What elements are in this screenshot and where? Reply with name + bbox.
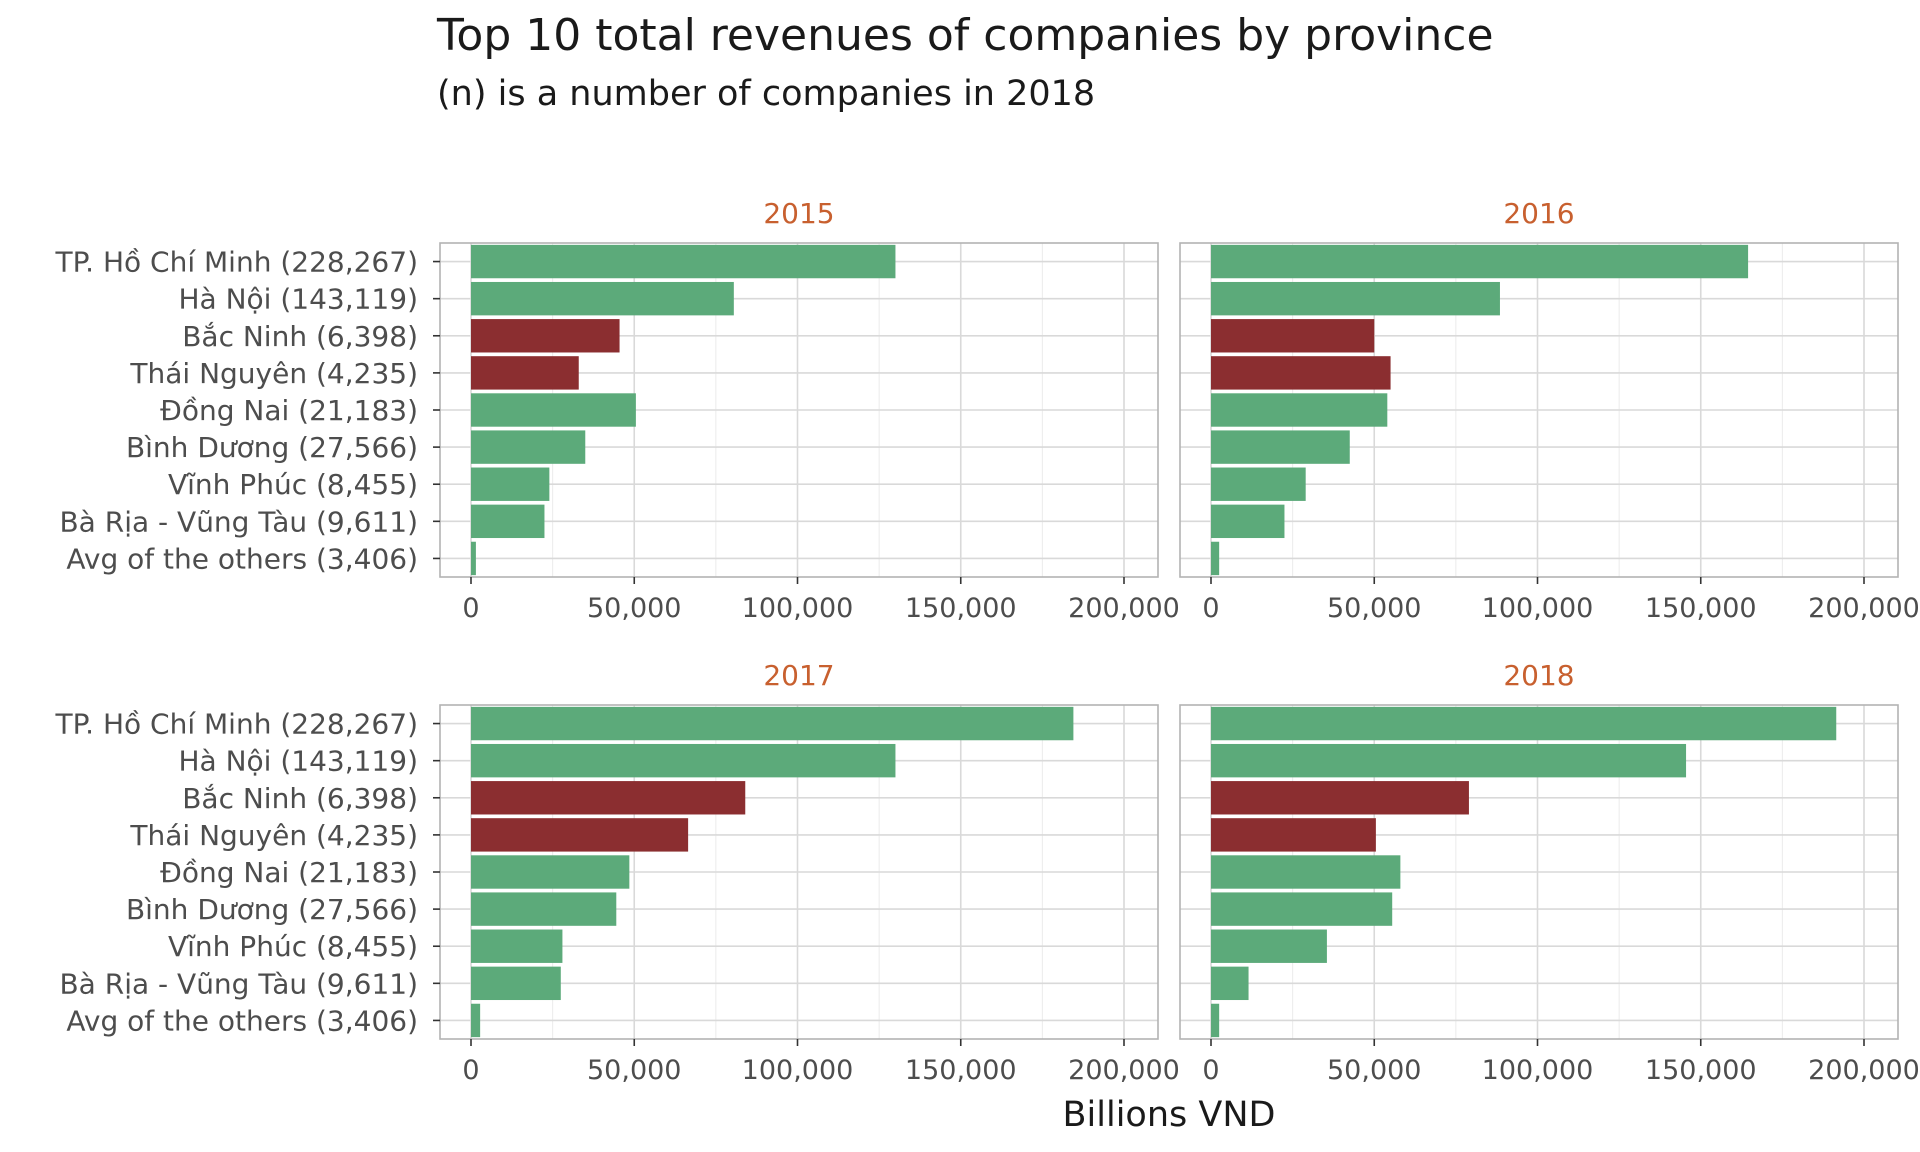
x-tick-label: 100,000	[1482, 1055, 1594, 1086]
bar-2015-3	[471, 319, 620, 353]
chart-title: Top 10 total revenues of companies by pr…	[437, 10, 1494, 61]
bar-2016-6	[1211, 430, 1350, 464]
x-tick-label: 200,000	[1068, 1055, 1180, 1086]
bar-2017-7	[471, 929, 563, 963]
y-tick-label: Bình Dương (27,566)	[126, 431, 418, 464]
y-tick-label: Avg of the others (3,406)	[66, 1004, 418, 1037]
y-tick-label: Vĩnh Phúc (8,455)	[168, 468, 418, 501]
bar-2018-4	[1211, 818, 1376, 852]
y-tick-label: Bắc Ninh (6,398)	[182, 782, 418, 815]
bar-2018-2	[1211, 743, 1687, 778]
x-tick-label: 100,000	[742, 593, 854, 624]
bar-2018-7	[1211, 929, 1327, 963]
y-tick-label: TP. Hồ Chí Minh (228,267)	[55, 708, 418, 741]
bar-2016-5	[1211, 393, 1388, 427]
x-tick-label: 200,000	[1808, 1055, 1920, 1086]
x-tick-label: 50,000	[587, 593, 681, 624]
bar-2018-3	[1211, 781, 1469, 815]
y-tick-label: Thái Nguyên (4,235)	[129, 357, 418, 390]
y-tick-label: Bà Rịa - Vũng Tàu (9,611)	[59, 505, 418, 538]
x-tick-label: 0	[462, 593, 479, 624]
x-tick-label: 150,000	[1645, 1055, 1757, 1086]
bar-2015-1	[471, 244, 896, 279]
facet-label-2018: 2018	[1503, 659, 1574, 692]
bar-2017-1	[471, 706, 1074, 741]
y-tick-label: Thái Nguyên (4,235)	[129, 819, 418, 852]
x-tick-label: 0	[1202, 1055, 1219, 1086]
bar-2018-9	[1211, 1003, 1220, 1038]
bar-2017-2	[471, 743, 896, 778]
bar-2018-8	[1211, 966, 1249, 1001]
bar-2015-5	[471, 393, 636, 427]
panel-border	[1179, 704, 1899, 1040]
x-tick-label: 150,000	[905, 593, 1017, 624]
y-tick-label: Đồng Nai (21,183)	[160, 856, 418, 889]
x-tick-label: 0	[462, 1055, 479, 1086]
y-tick-label: Bà Rịa - Vũng Tàu (9,611)	[59, 967, 418, 1000]
y-tick-label: Bình Dương (27,566)	[126, 893, 418, 926]
bar-2016-4	[1211, 356, 1391, 390]
x-tick-label: 200,000	[1808, 593, 1920, 624]
bar-2016-8	[1211, 504, 1285, 539]
x-tick-label: 200,000	[1068, 593, 1180, 624]
facet-label-2016: 2016	[1503, 197, 1574, 230]
bar-2018-5	[1211, 855, 1401, 889]
bar-2017-8	[471, 966, 561, 1001]
bar-2015-9	[471, 541, 476, 576]
bar-2015-2	[471, 281, 734, 316]
bar-2017-5	[471, 855, 630, 889]
x-tick-label: 50,000	[587, 1055, 681, 1086]
bar-2017-9	[471, 1003, 481, 1038]
facet-label-2015: 2015	[763, 197, 834, 230]
x-tick-label: 100,000	[742, 1055, 854, 1086]
y-tick-label: Hà Nội (143,119)	[178, 745, 418, 778]
bar-2017-4	[471, 818, 689, 852]
bar-2016-3	[1211, 319, 1375, 353]
x-axis-title: Billions VND	[1063, 1095, 1276, 1135]
bar-2016-2	[1211, 281, 1500, 316]
facet-label-2017: 2017	[763, 659, 834, 692]
x-tick-label: 150,000	[905, 1055, 1017, 1086]
y-tick-label: TP. Hồ Chí Minh (228,267)	[55, 246, 418, 279]
x-tick-label: 0	[1202, 593, 1219, 624]
x-tick-label: 100,000	[1482, 593, 1594, 624]
x-tick-label: 150,000	[1645, 593, 1757, 624]
y-tick-label: Avg of the others (3,406)	[66, 542, 418, 575]
bar-2015-4	[471, 356, 579, 390]
x-tick-label: 50,000	[1327, 1055, 1421, 1086]
bar-2015-6	[471, 430, 586, 464]
bar-2016-1	[1211, 244, 1749, 279]
chart-subtitle: (n) is a number of companies in 2018	[437, 74, 1096, 114]
y-tick-label: Bắc Ninh (6,398)	[182, 320, 418, 353]
y-tick-label: Hà Nội (143,119)	[178, 283, 418, 316]
bar-2016-7	[1211, 467, 1306, 501]
bar-2017-3	[471, 781, 746, 815]
y-tick-label: Đồng Nai (21,183)	[160, 394, 418, 427]
y-tick-label: Vĩnh Phúc (8,455)	[168, 930, 418, 963]
x-tick-label: 50,000	[1327, 593, 1421, 624]
panel-border	[1179, 242, 1899, 578]
bar-2015-7	[471, 467, 550, 501]
bar-2018-1	[1211, 706, 1837, 741]
bar-2017-6	[471, 892, 617, 926]
bar-2018-6	[1211, 892, 1393, 926]
bar-2015-8	[471, 504, 545, 539]
bar-2016-9	[1211, 541, 1220, 576]
